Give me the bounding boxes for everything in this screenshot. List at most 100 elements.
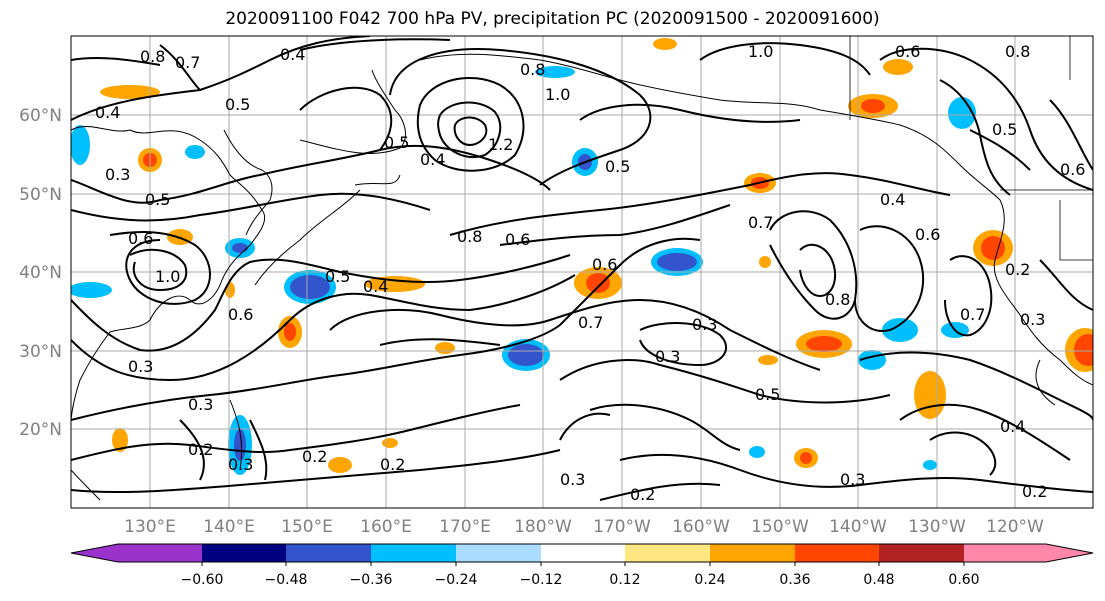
lon-label: 150°E xyxy=(281,517,333,537)
pv-contour xyxy=(559,412,611,441)
precip-blob xyxy=(535,66,575,78)
borders xyxy=(849,36,1093,261)
colorbar-tick-label: −0.60 xyxy=(181,572,224,588)
colorbar-segment xyxy=(118,544,202,562)
pv-contour xyxy=(929,431,997,476)
contour-label: 0.7 xyxy=(175,53,200,72)
pv-contour xyxy=(559,359,891,404)
precip-blob xyxy=(290,275,330,299)
precip-blob xyxy=(225,282,235,298)
contour-label: 0.2 xyxy=(1005,260,1030,279)
lon-label: 180°W xyxy=(514,517,572,537)
map-frame xyxy=(70,35,1094,509)
pv-contour xyxy=(879,47,1093,191)
lon-label: 170°E xyxy=(439,517,491,537)
precip-blob xyxy=(758,355,778,365)
pv-contour xyxy=(71,404,521,461)
precip-blob xyxy=(861,99,885,113)
pv-contour xyxy=(379,338,501,346)
precip-blob xyxy=(328,457,352,473)
pv-contour xyxy=(299,86,393,151)
precip-blob xyxy=(759,256,771,268)
contour-label: 0.3 xyxy=(188,395,213,414)
pv-contours xyxy=(71,36,1093,501)
colorbar-segment xyxy=(286,544,371,562)
pv-contour xyxy=(619,453,1093,493)
colorbar-segment xyxy=(795,544,879,562)
coastlines xyxy=(71,53,1093,501)
precip-blob xyxy=(508,344,544,366)
precip-blob xyxy=(71,125,90,165)
coastline xyxy=(299,69,406,154)
precip-blob xyxy=(981,236,1005,260)
pv-contour xyxy=(589,403,741,451)
pv-contour xyxy=(944,255,993,337)
colorbar-tick-label: 0.24 xyxy=(694,572,725,588)
contour-label: 0.7 xyxy=(748,213,773,232)
pv-contour xyxy=(799,243,837,297)
contour-label: 0.5 xyxy=(145,190,170,209)
pv-contour xyxy=(1049,99,1093,171)
lon-label: 130°W xyxy=(908,517,966,537)
contour-label: 0.5 xyxy=(755,385,780,404)
pv-contour xyxy=(179,419,205,481)
pv-contour xyxy=(299,38,451,51)
coastline xyxy=(254,189,361,286)
lon-label: 140°E xyxy=(203,517,255,537)
contour-label: 0.8 xyxy=(825,290,850,309)
contour-label: 1.0 xyxy=(155,267,180,286)
pv-contour xyxy=(859,351,1093,421)
contour-label: 1.0 xyxy=(748,42,773,61)
pv-contour xyxy=(109,231,211,305)
precip-blob xyxy=(71,282,112,298)
contour-label: 0.2 xyxy=(188,440,213,459)
colorbar-segment xyxy=(710,544,795,562)
pv-contour xyxy=(699,42,871,76)
precip-blob xyxy=(923,460,937,470)
contour-label: 0.3 xyxy=(128,357,153,376)
pv-contour xyxy=(71,36,371,121)
contour-label: 0.4 xyxy=(363,277,388,296)
pv-contour xyxy=(437,101,502,158)
contour-label: 0.8 xyxy=(1005,42,1030,61)
pv-contour xyxy=(71,449,561,494)
precip-blob xyxy=(1074,334,1093,366)
precip-blob xyxy=(435,342,455,354)
precip-blob xyxy=(806,336,842,352)
pv-contour xyxy=(969,129,1031,171)
precip-blob xyxy=(112,428,128,452)
contour-label: 0.6 xyxy=(1060,160,1085,179)
contour-label: 0.4 xyxy=(95,103,120,122)
contour-label: 0.2 xyxy=(1022,482,1047,501)
lon-label: 150°W xyxy=(751,517,809,537)
pv-contour xyxy=(129,248,188,292)
pv-contour xyxy=(249,419,268,481)
coastline xyxy=(1035,359,1056,406)
contour-label: 1.0 xyxy=(545,85,570,104)
colorbar-outline xyxy=(70,543,1094,563)
colorbar-tick-label: 0.12 xyxy=(609,572,640,588)
lat-label: 30°N xyxy=(19,342,62,362)
coastline xyxy=(354,174,401,186)
precip-blob xyxy=(284,323,296,341)
pv-contour xyxy=(599,482,721,501)
contour-label: 0.4 xyxy=(1000,417,1025,436)
precip-shading xyxy=(71,38,1093,475)
colorbar-segment xyxy=(541,544,625,562)
contour-label: 0.3 xyxy=(560,470,585,489)
precip-blob xyxy=(653,38,677,50)
colorbar-segment xyxy=(964,544,1046,562)
lat-label: 60°N xyxy=(19,106,62,126)
pv-contour xyxy=(71,254,571,352)
pv-contour xyxy=(71,192,431,222)
lon-label: 130°E xyxy=(124,517,176,537)
gridlines xyxy=(71,36,1093,508)
contour-label: 0.8 xyxy=(140,47,165,66)
coastline xyxy=(993,199,1093,386)
contour-label: 0.5 xyxy=(325,267,350,286)
contour-label: 0.7 xyxy=(578,313,603,332)
lat-label: 50°N xyxy=(19,185,62,205)
coastline xyxy=(223,129,273,236)
colorbar-tick-label: 0.48 xyxy=(863,572,894,588)
contour-label: 0.3 xyxy=(692,315,717,334)
